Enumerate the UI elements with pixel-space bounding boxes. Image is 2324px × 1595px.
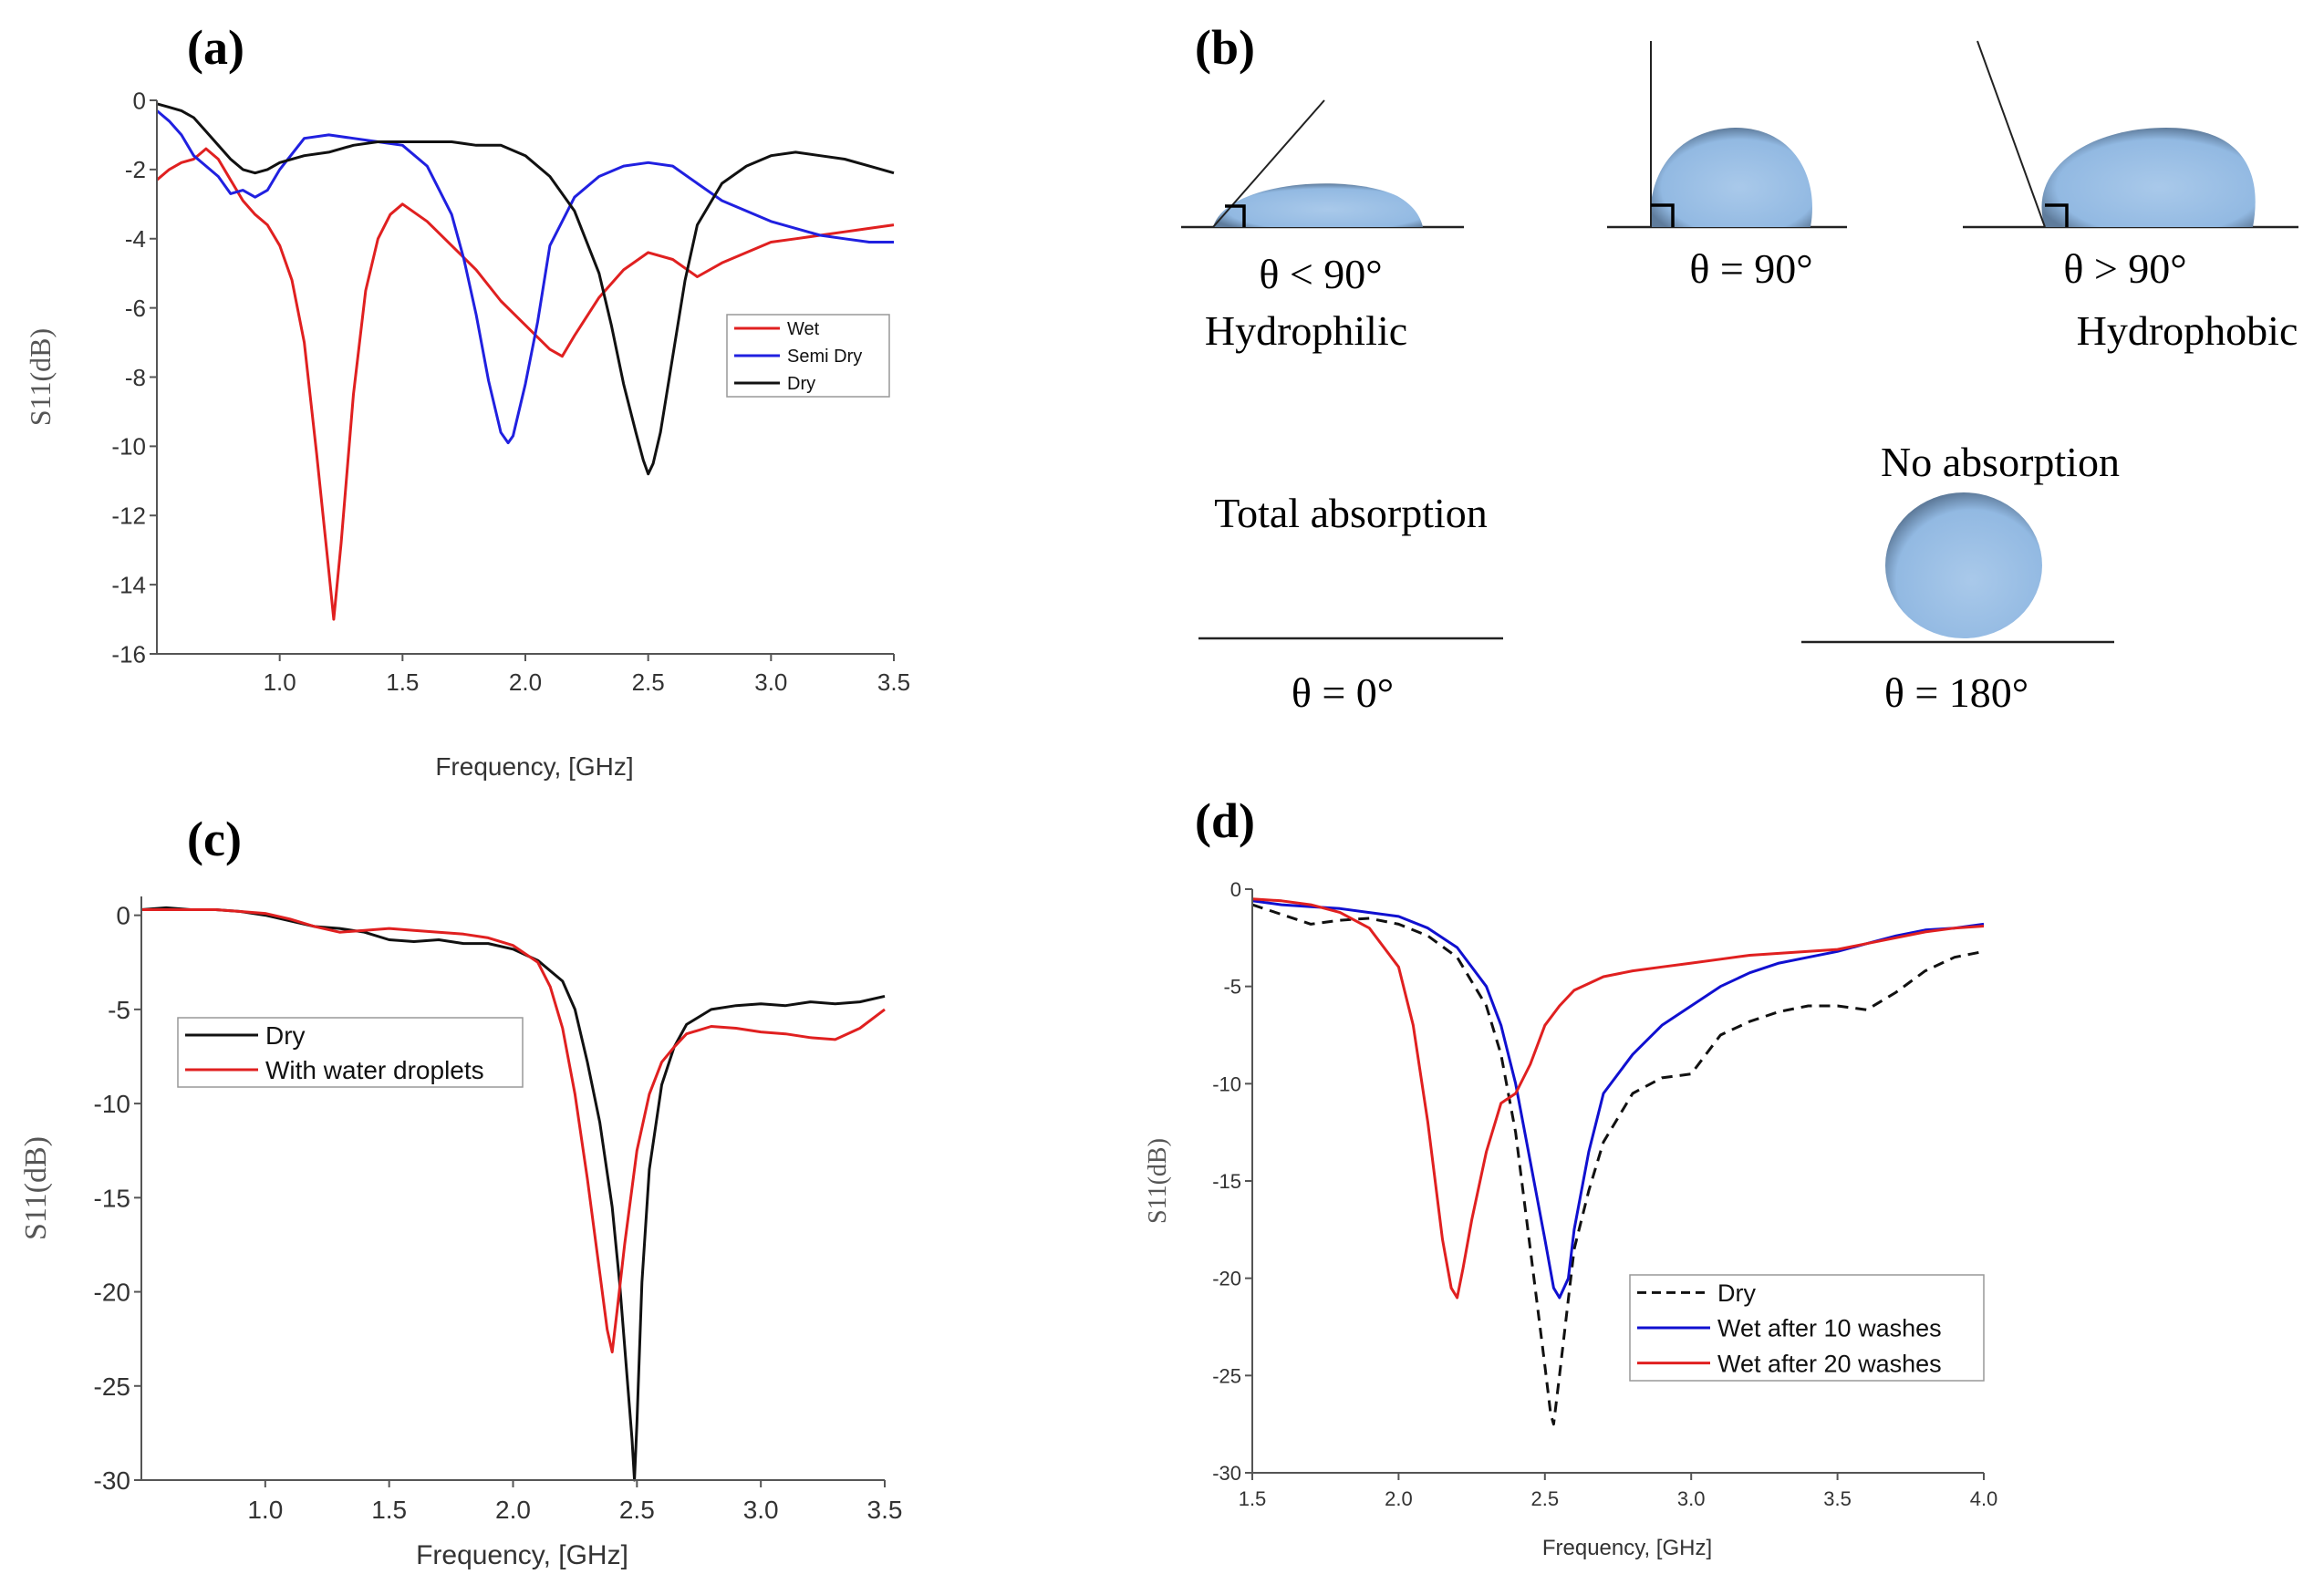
- y-axis-label: S11(dB): [19, 1136, 53, 1240]
- panel-a-label: (a): [187, 20, 244, 75]
- y-tick-label: -5: [1223, 976, 1241, 999]
- y-tick-label: -10: [111, 433, 146, 461]
- droplet-shape: [2041, 128, 2256, 227]
- y-tick-label: -10: [94, 1090, 130, 1118]
- chart-d: 1.5 2.0 2.5 3.0 3.5 4.0 0 -5 -10 -15 -20 -25 -30 Freq…: [1144, 878, 1997, 1560]
- legend-label: Wet: [787, 319, 820, 339]
- x-tick-label: 2.5: [1531, 1487, 1560, 1510]
- y-tick-label: -16: [111, 640, 146, 668]
- x-tick-label: 2.5: [619, 1496, 655, 1524]
- x-tick-label: 1.5: [1239, 1487, 1267, 1510]
- x-axis-label: Frequency, [GHz]: [416, 1540, 628, 1570]
- series-line-wet: [156, 147, 895, 621]
- case-neutral: θ = 90°: [1607, 41, 1847, 292]
- y-axis-label: S11(dB): [1144, 1138, 1172, 1224]
- legend-label: Dry: [1717, 1279, 1756, 1307]
- x-tick-label: 4.0: [1970, 1487, 1998, 1510]
- droplet-shape: [1885, 492, 2042, 638]
- case-name: Total absorption: [1214, 490, 1488, 536]
- contact-angle-diagram: θ < 90° Hydrophilic θ = 90° θ > 90° Hydr…: [1181, 40, 2298, 716]
- panel-c-label: (c): [187, 812, 242, 866]
- series-line-wet-after-20-washes: [1251, 897, 1985, 1300]
- case-name: No absorption: [1881, 439, 2120, 485]
- x-tick-label: 3.5: [877, 668, 910, 696]
- case-no-absorption: No absorption θ = 180°: [1801, 439, 2120, 716]
- case-hydrophilic: θ < 90° Hydrophilic: [1181, 99, 1464, 354]
- case-name: Hydrophilic: [1205, 307, 1407, 354]
- series-line-with-water-droplets: [141, 908, 886, 1354]
- legend-label: Wet after 10 washes: [1717, 1315, 1942, 1342]
- legend-label: Dry: [265, 1021, 306, 1050]
- case-name: Hydrophobic: [2077, 307, 2298, 354]
- legend-box: [177, 1017, 524, 1088]
- series-line-dry: [140, 906, 886, 1482]
- x-tick-label: 3.0: [743, 1496, 779, 1524]
- y-tick-label: -30: [1212, 1462, 1241, 1485]
- panel-b-label: (b): [1195, 20, 1255, 75]
- x-tick-label: 1.0: [247, 1496, 283, 1524]
- x-tick-label: 1.5: [371, 1496, 407, 1524]
- chart-a: 1.0 1.5 2.0 2.5 3.0 3.5 0 -2 -4 -6 -8 -10 -12 -14 -16 F…: [24, 87, 910, 781]
- angle-text: θ < 90°: [1259, 251, 1382, 297]
- x-tick-label: 3.5: [1823, 1487, 1852, 1510]
- x-tick-label: 2.0: [1385, 1487, 1413, 1510]
- x-tick-label: 2.0: [509, 668, 542, 696]
- series-line-dry: [1251, 903, 1985, 1426]
- y-tick-label: -4: [125, 225, 146, 253]
- angle-text: θ = 0°: [1292, 669, 1394, 716]
- y-tick-label: -6: [125, 295, 146, 322]
- series-line-semi-dry: [156, 109, 894, 445]
- panel-d-label: (d): [1195, 793, 1255, 848]
- angle-text: θ = 180°: [1884, 669, 2028, 716]
- y-tick-label: -8: [125, 364, 146, 391]
- legend-label: Dry: [787, 374, 815, 394]
- y-tick-label: -10: [1212, 1072, 1241, 1095]
- y-tick-label: -12: [111, 502, 146, 530]
- y-tick-label: -30: [94, 1466, 130, 1495]
- y-tick-label: 0: [116, 902, 130, 930]
- x-tick-label: 2.5: [632, 668, 665, 696]
- angle-text: θ = 90°: [1689, 245, 1812, 292]
- x-tick-label: 3.0: [1677, 1487, 1706, 1510]
- series-line-dry: [156, 102, 895, 476]
- y-tick-label: -20: [94, 1279, 130, 1307]
- case-hydrophobic: θ > 90° Hydrophobic: [1963, 40, 2298, 354]
- legend-label: Wet after 20 washes: [1717, 1350, 1942, 1377]
- x-tick-label: 1.0: [264, 668, 296, 696]
- y-tick-label: -14: [111, 571, 146, 598]
- legend-label: With water droplets: [265, 1056, 484, 1084]
- y-tick-label: -15: [94, 1184, 130, 1212]
- case-total-absorption: Total absorption θ = 0°: [1198, 490, 1503, 716]
- y-tick-label: -15: [1212, 1170, 1241, 1193]
- y-tick-label: 0: [133, 87, 146, 114]
- y-tick-label: -25: [1212, 1364, 1241, 1387]
- x-tick-label: 3.5: [867, 1496, 903, 1524]
- legend-label: Semi Dry: [787, 347, 862, 367]
- droplet-shape: [1650, 128, 1812, 227]
- chart-c: 1.0 1.5 2.0 2.5 3.0 3.5 0 -5 -10 -15 -20 -25 -30 Freq…: [19, 896, 902, 1570]
- x-axis-label: Frequency, [GHz]: [435, 752, 633, 781]
- droplet-shape: [1213, 183, 1423, 227]
- y-tick-label: -5: [108, 996, 130, 1024]
- x-tick-label: 2.0: [495, 1496, 531, 1524]
- angle-text: θ > 90°: [2063, 245, 2186, 292]
- y-tick-label: -25: [94, 1372, 130, 1401]
- y-tick-label: -2: [125, 156, 146, 183]
- y-tick-label: 0: [1230, 878, 1241, 901]
- y-tick-label: -20: [1212, 1268, 1241, 1290]
- x-axis-label: Frequency, [GHz]: [1542, 1536, 1712, 1560]
- x-tick-label: 1.5: [386, 668, 419, 696]
- x-tick-label: 3.0: [754, 668, 787, 696]
- y-axis-label: S11(dB): [24, 328, 57, 426]
- series-line-wet-after-10-washes: [1251, 899, 1985, 1300]
